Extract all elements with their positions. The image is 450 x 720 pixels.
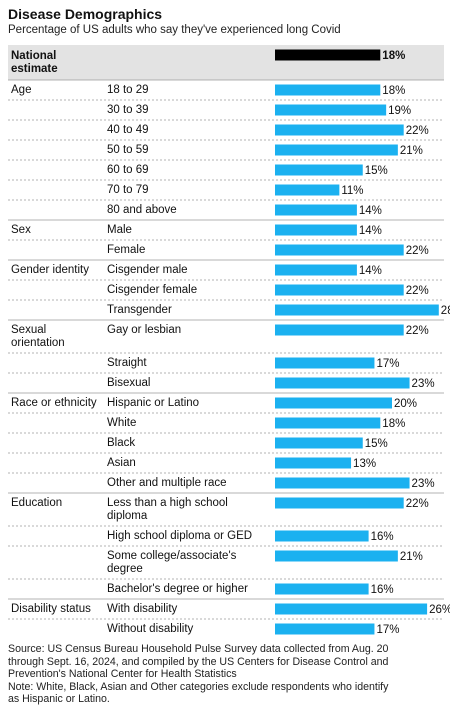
category-bar	[275, 184, 340, 196]
category-label: With disability	[107, 603, 178, 615]
national-estimate-label: National estimate	[11, 50, 58, 75]
category-label: Cisgender female	[107, 284, 197, 296]
category-value: 20%	[394, 398, 417, 410]
category-bar	[275, 417, 381, 429]
category-bar	[275, 84, 381, 96]
category-bar	[275, 104, 387, 116]
long-covid-bar-chart: National estimate 18% Age 18 to 29 18% 30 to 3…	[8, 45, 450, 636]
category-value: 18%	[382, 85, 405, 97]
category-value: 22%	[406, 498, 429, 510]
category-bar	[275, 437, 363, 449]
category-bar	[275, 477, 410, 489]
category-label: Cisgender male	[107, 264, 188, 276]
category-value: 18%	[382, 418, 405, 430]
category-label: Hispanic or Latino	[107, 397, 199, 409]
category-value: 22%	[406, 245, 429, 257]
category-bar	[275, 264, 357, 276]
category-bar	[275, 603, 428, 615]
category-value: 26%	[429, 604, 450, 616]
category-bar	[275, 377, 410, 389]
category-label: 40 to 49	[107, 124, 149, 136]
note-text: Note: White, Black, Asian and Other cate…	[8, 680, 389, 706]
category-value: 28%	[441, 305, 450, 317]
category-bar	[275, 304, 439, 316]
category-bar	[275, 530, 369, 542]
category-bar	[275, 124, 404, 136]
category-label: 50 to 59	[107, 144, 149, 156]
category-bar	[275, 583, 369, 595]
category-value: 14%	[359, 265, 382, 277]
category-label: 30 to 39	[107, 104, 149, 116]
category-bar	[275, 204, 357, 216]
group-label-4: Race or ethnicity	[11, 397, 97, 409]
category-label: 70 to 79	[107, 184, 149, 196]
category-value: 19%	[388, 105, 411, 117]
category-label: Without disability	[107, 623, 194, 635]
category-value: 21%	[400, 551, 423, 563]
category-value: 14%	[359, 205, 382, 217]
group-label-6: Disability status	[11, 603, 91, 615]
category-value: 11%	[341, 185, 363, 197]
category-bar	[275, 144, 398, 156]
category-value: 17%	[376, 358, 399, 370]
chart-title: Disease Demographics	[8, 6, 163, 22]
category-value: 16%	[371, 584, 394, 596]
category-label: White	[107, 417, 136, 429]
category-label: Some college/associate's degree	[107, 550, 237, 575]
group-label-0: Age	[11, 84, 31, 96]
category-value: 22%	[406, 125, 429, 137]
category-bar	[275, 244, 404, 256]
category-label: Less than a high school diploma	[107, 497, 228, 522]
category-value: 21%	[400, 145, 423, 157]
category-bar	[275, 224, 357, 236]
category-value: 15%	[365, 438, 388, 450]
national-estimate-value: 18%	[382, 50, 405, 62]
category-value: 23%	[412, 478, 435, 490]
chart-subtitle: Percentage of US adults who say they've …	[8, 24, 341, 36]
group-label-3: Sexual orientation	[11, 324, 65, 349]
category-label: Bisexual	[107, 377, 150, 389]
category-value: 16%	[371, 531, 394, 543]
source-notes: Source: US Census Bureau Household Pulse…	[8, 643, 444, 706]
category-label: 60 to 69	[107, 164, 149, 176]
category-value: 15%	[365, 165, 388, 177]
category-label: Gay or lesbian	[107, 324, 181, 336]
category-label: 18 to 29	[107, 84, 149, 96]
category-value: 14%	[359, 225, 382, 237]
category-label: Female	[107, 244, 145, 256]
category-value: 17%	[376, 624, 399, 636]
category-label: Male	[107, 224, 132, 236]
category-label: Transgender	[107, 304, 172, 316]
category-bar	[275, 284, 404, 296]
national-estimate-bar	[275, 49, 381, 61]
category-value: 22%	[406, 285, 429, 297]
category-label: Straight	[107, 357, 147, 369]
source-text: Source: US Census Bureau Household Pulse…	[8, 643, 389, 681]
category-value: 23%	[412, 378, 435, 390]
category-value: 13%	[353, 458, 376, 470]
category-value: 22%	[406, 325, 429, 337]
group-label-5: Education	[11, 497, 62, 509]
category-bar	[275, 164, 363, 176]
category-bar	[275, 497, 404, 509]
category-label: Other and multiple race	[107, 477, 227, 489]
category-bar	[275, 357, 375, 369]
group-label-1: Sex	[11, 224, 31, 236]
category-label: Black	[107, 437, 135, 449]
category-label: Bachelor's degree or higher	[107, 583, 248, 595]
category-label: High school diploma or GED	[107, 530, 252, 542]
category-label: Asian	[107, 457, 136, 469]
category-bar	[275, 623, 375, 635]
category-bar	[275, 324, 404, 336]
category-label: 80 and above	[107, 204, 177, 216]
group-label-2: Gender identity	[11, 264, 89, 276]
category-bar	[275, 550, 398, 562]
category-bar	[275, 457, 352, 469]
category-bar	[275, 397, 392, 409]
